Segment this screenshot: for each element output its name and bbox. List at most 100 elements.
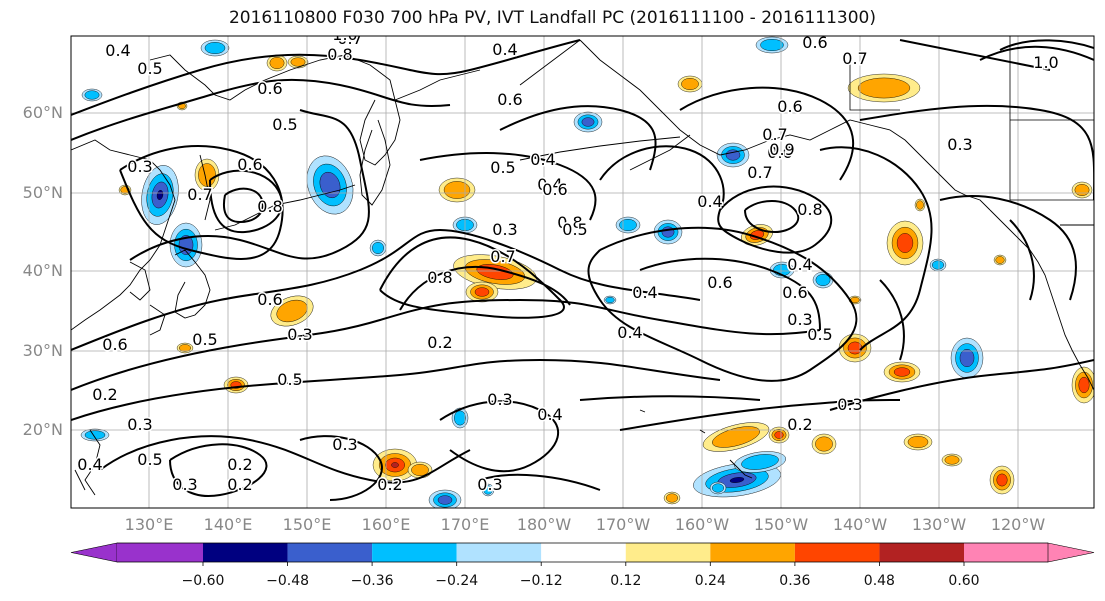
pv-anomaly — [372, 242, 384, 254]
contour-label: 0.7 — [187, 185, 212, 204]
ivt-contour — [587, 226, 858, 382]
pv-anomaly — [454, 410, 466, 426]
contour-label: 0.3 — [332, 435, 357, 454]
coastline — [359, 119, 391, 206]
pv-anomaly — [1078, 376, 1090, 394]
colorbar-box — [372, 543, 457, 562]
ivt-contour — [71, 358, 721, 421]
map-frame — [70, 35, 1095, 509]
colorbar-box — [625, 543, 711, 562]
pv-anomaly — [996, 473, 1008, 487]
pv-anomaly — [741, 454, 779, 470]
ivt-contour — [829, 359, 1094, 411]
pv-anomaly — [666, 493, 678, 503]
contour-label: 0.3 — [492, 220, 517, 239]
contour-label: 0.3 — [287, 325, 312, 344]
lat-label: 20°N — [22, 420, 63, 439]
coastline — [71, 139, 176, 331]
coastline — [394, 69, 481, 101]
pv-anomaly — [907, 436, 929, 448]
contour-label: 0.6 — [777, 97, 802, 116]
ivt-contour — [939, 195, 1077, 301]
contour-label: 0.3 — [947, 135, 972, 154]
contour-label: 0.8 — [557, 213, 582, 232]
contour-label: 0.3 — [127, 157, 152, 176]
contour-label: 0.4 — [77, 455, 102, 474]
ivt-contour — [71, 298, 821, 391]
pv-anomaly — [916, 200, 924, 210]
boundary-line — [849, 36, 1094, 201]
colorbar-tick-label: −0.12 — [519, 573, 563, 589]
ivt-contour — [119, 145, 284, 260]
coastline — [129, 261, 151, 301]
ivt-contour — [979, 45, 1094, 61]
pv-anomaly — [269, 57, 285, 69]
pv-anomaly — [995, 256, 1005, 264]
ivt-contour — [579, 395, 761, 401]
pv-anomaly — [857, 77, 911, 99]
pv-anomaly — [760, 39, 784, 51]
pv-anomaly — [712, 483, 724, 493]
contour-label: 0.2 — [92, 385, 117, 404]
contour-label: 0.3 — [477, 475, 502, 494]
colorbar-box — [541, 543, 626, 562]
colorbar-tick-label: 0.24 — [694, 573, 726, 589]
pv-anomaly — [204, 42, 226, 54]
colorbar-box — [287, 543, 373, 562]
colorbar-tick-label: 0.48 — [863, 573, 895, 589]
lat-label: 40°N — [22, 261, 63, 280]
coastline — [639, 409, 646, 413]
contour-label: 0.6 — [542, 180, 567, 199]
ivt-contour — [479, 473, 601, 491]
contour-label: 0.2 — [787, 415, 812, 434]
pv-anomaly — [944, 455, 960, 465]
colorbar-box — [879, 543, 964, 562]
contour-label: 0.8 — [257, 197, 282, 216]
contour-label: 0.5 — [137, 59, 162, 78]
pv-anomaly — [290, 57, 306, 67]
contour-label: 0.6 — [782, 283, 807, 302]
contour-label: 0.7 — [337, 29, 362, 48]
colorbar-box — [964, 543, 1048, 562]
contour-label: 0.4 — [697, 192, 722, 211]
ivt-contour — [499, 105, 657, 171]
lat-label: 50°N — [22, 183, 63, 202]
pv-anomaly — [619, 219, 637, 231]
contour-label: 0.4 — [492, 40, 517, 59]
contour-label: 0.5 — [137, 450, 162, 469]
ivt-contour — [744, 200, 800, 234]
contour-label: 0.2 — [227, 455, 252, 474]
ivt-contours — [71, 39, 1094, 501]
ivt-contour — [71, 78, 451, 141]
contour-label: 0.3 — [787, 310, 812, 329]
pv-anomaly — [893, 367, 911, 377]
coastlines — [71, 36, 1094, 496]
ivt-contour — [879, 279, 905, 361]
lon-label: 120°W — [990, 515, 1046, 534]
coastline — [519, 39, 581, 86]
coastline — [519, 136, 681, 161]
contour-label: 0.4 — [537, 405, 562, 424]
lat-label: 60°N — [22, 103, 63, 122]
contour-label: 0.3 — [172, 475, 197, 494]
colorbar-box — [456, 543, 542, 562]
contour-label: 0.4 — [105, 41, 130, 60]
colorbar-box — [794, 543, 880, 562]
contour-label: 0.8 — [797, 200, 822, 219]
pv-anomaly — [443, 181, 471, 199]
ivt-contour — [859, 104, 1094, 200]
pv-anomaly — [581, 117, 595, 127]
pv-anomaly — [391, 462, 399, 468]
contour-label: 0.4 — [787, 255, 812, 274]
lon-label: 160°E — [361, 515, 411, 534]
graticule — [71, 36, 1094, 508]
coastline — [74, 469, 86, 491]
contour-label: 0.5 — [562, 220, 587, 239]
contour-labels: 0.40.50.60.70.81.00.4 0.60.7 1.00.80.50.60… — [76, 29, 1060, 496]
map-panel: 0.40.50.60.70.81.00.4 0.60.7 1.00.80.50.60… — [71, 29, 1094, 508]
lon-label: 170°W — [595, 515, 651, 534]
contour-label: 0.6 — [257, 79, 282, 98]
ivt-contour — [999, 39, 1094, 51]
lon-label: 140°W — [832, 515, 888, 534]
contour-label: 1.0 — [1033, 53, 1058, 72]
